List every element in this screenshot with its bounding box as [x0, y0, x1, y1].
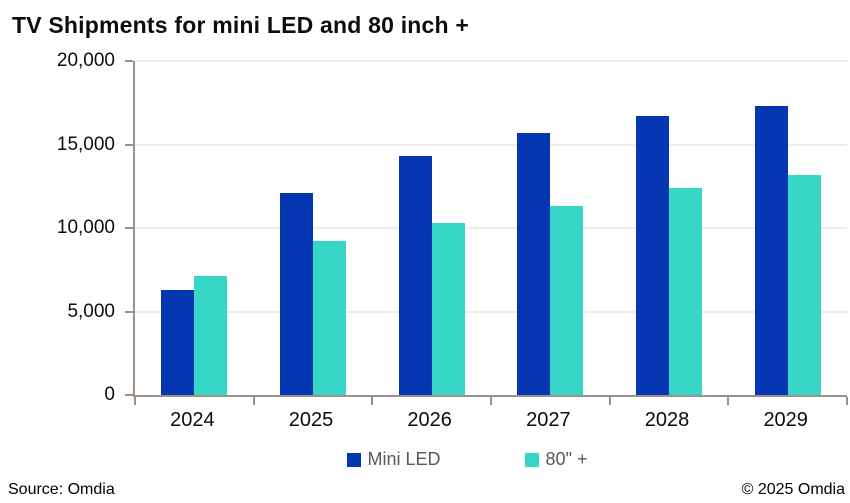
y-axis-tick [125, 60, 133, 62]
bar-80 [431, 223, 465, 395]
bar-mini-led [280, 192, 313, 395]
bar-group [610, 61, 729, 395]
chart-title: TV Shipments for mini LED and 80 inch + [12, 12, 470, 38]
legend-item: 80" + [524, 449, 588, 470]
legend-swatch-icon [346, 452, 361, 467]
x-axis-tick [252, 397, 255, 405]
y-axis-tick-label: 20,000 [56, 50, 115, 71]
bar-groups [135, 61, 847, 395]
bar-mini-led [161, 289, 195, 395]
bar-80 [550, 206, 584, 395]
y-axis-tick-label: 0 [104, 384, 115, 405]
y-axis-tick-label: 5,000 [67, 300, 115, 322]
legend-item: Mini LED [346, 449, 441, 470]
x-axis-category-label: 2025 [288, 409, 334, 431]
bar-mini-led [754, 106, 788, 395]
gridline [135, 60, 847, 62]
x-axis-labels: 2024 2025 2026 2027 2028 2029 [133, 409, 845, 432]
y-axis-tick-label: 15,000 [56, 133, 115, 155]
x-axis-tick [846, 397, 848, 405]
legend-swatch-icon [524, 452, 539, 467]
x-axis-tick [371, 397, 374, 405]
legend-label: Mini LED [367, 449, 441, 469]
bar-80 [669, 187, 703, 395]
bar-80 [313, 241, 346, 395]
gridline [135, 143, 847, 146]
x-axis-category-label: 2027 [526, 409, 571, 431]
bar-group [254, 61, 373, 395]
x-axis-category-label: 2024 [170, 409, 215, 431]
gridline [135, 310, 847, 313]
y-axis-tick [125, 394, 133, 396]
legend-label: 80" + [545, 449, 588, 469]
x-axis-tick [134, 397, 136, 405]
bar-80 [787, 174, 821, 395]
bar-mini-led [398, 156, 432, 395]
gridline [135, 227, 847, 229]
y-axis-labels: 0 5,000 10,000 15,000 20,000 [0, 50, 115, 405]
bar-group [372, 61, 491, 395]
y-axis-tick-label: 10,000 [56, 217, 115, 238]
y-axis-tick [125, 143, 133, 146]
footer: Source: Omdia © 2025 Omdia [8, 481, 845, 499]
copyright-note: © 2025 Omdia [741, 481, 845, 498]
x-axis-tick [727, 397, 730, 405]
bar-mini-led [517, 132, 551, 395]
x-axis-category-label: 2026 [407, 409, 452, 431]
bar-80 [194, 276, 228, 395]
bar-mini-led [636, 116, 670, 395]
x-axis-category-label: 2028 [644, 409, 690, 431]
x-axis-tick [490, 397, 492, 405]
x-axis-tick [608, 397, 611, 405]
bar-group [491, 61, 610, 395]
plot-area [125, 60, 848, 405]
x-axis-category-label: 2029 [763, 409, 808, 431]
source-note: Source: Omdia [8, 481, 115, 498]
y-axis-tick [125, 227, 133, 229]
bar-group [728, 61, 847, 395]
y-axis-tick [125, 310, 133, 313]
bar-group [135, 61, 254, 395]
legend: Mini LED 80" + [84, 449, 850, 470]
